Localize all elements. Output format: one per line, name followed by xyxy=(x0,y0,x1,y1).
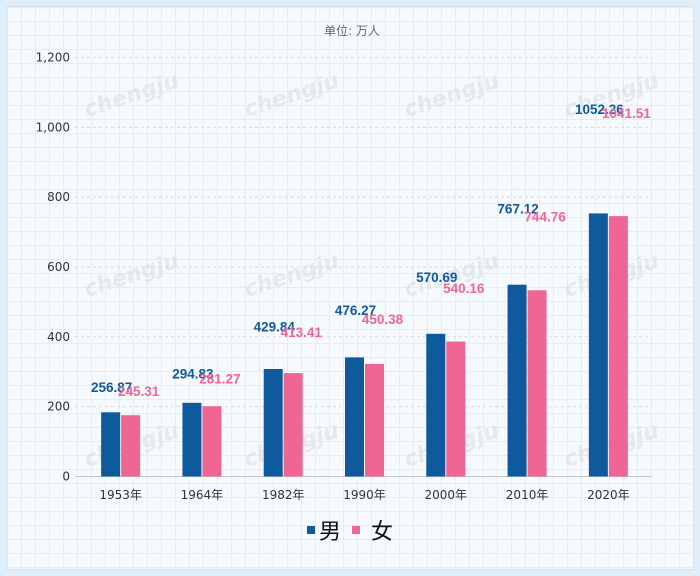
watermark: chengju xyxy=(81,249,182,303)
x-tick-label: 1990年 xyxy=(343,488,386,502)
x-tick-label: 2010年 xyxy=(506,488,549,502)
bar-male xyxy=(426,333,446,477)
y-tick-label: 1,200 xyxy=(36,51,70,65)
bar-female xyxy=(608,216,628,477)
data-label-female: 450.38 xyxy=(362,312,404,327)
y-tick-label: 0 xyxy=(62,470,70,484)
legend-label-female: 女 xyxy=(371,520,393,545)
data-label-male: 1052.26 xyxy=(575,102,624,117)
bar-male xyxy=(101,412,121,477)
legend-swatch-female xyxy=(352,526,360,534)
y-tick-label: 1,000 xyxy=(36,120,70,134)
data-label-female: 413.41 xyxy=(281,325,323,340)
x-tick-label: 1982年 xyxy=(262,488,305,502)
unit-label: 单位: 万人 xyxy=(324,23,380,38)
bar-female xyxy=(446,341,466,477)
bar-female xyxy=(527,290,547,477)
y-tick-label: 800 xyxy=(47,190,70,204)
data-label-female: 1041.51 xyxy=(602,106,651,121)
data-label-female: 281.27 xyxy=(199,371,240,386)
bar-male xyxy=(263,369,283,477)
bars xyxy=(101,213,628,477)
watermark: chengju xyxy=(81,69,182,123)
data-label-female: 540.16 xyxy=(443,281,485,296)
bar-male xyxy=(182,402,202,477)
data-label-male: 429.84 xyxy=(254,319,296,334)
bar-male xyxy=(588,213,608,477)
legend-swatch-male xyxy=(307,526,315,534)
bar-female xyxy=(202,406,222,477)
data-label-male: 476.27 xyxy=(335,303,376,318)
x-tick-label: 1964年 xyxy=(181,488,224,502)
legend-label-male: 男 xyxy=(319,520,341,545)
y-tick-label: 600 xyxy=(47,260,70,274)
data-label-female: 744.76 xyxy=(524,209,566,224)
data-label-male: 294.83 xyxy=(172,367,214,382)
watermark: chengju xyxy=(241,69,342,123)
y-tick-label: 200 xyxy=(47,400,70,414)
bar-male xyxy=(345,357,364,477)
data-label-male: 256.87 xyxy=(91,380,132,395)
bar-female xyxy=(121,415,141,477)
x-axis: 1953年 1964年 1982年 1990年 2000年 2010年 2020年 xyxy=(99,488,629,502)
data-label-female: 245.31 xyxy=(118,384,160,399)
data-label-male: 570.69 xyxy=(416,270,457,285)
data-label-male: 767.12 xyxy=(497,202,538,217)
y-tick-label: 400 xyxy=(47,330,70,344)
x-tick-label: 1953年 xyxy=(99,488,142,502)
watermark: chengju xyxy=(241,249,342,303)
bar-male xyxy=(507,284,527,477)
bar-female xyxy=(365,363,384,477)
watermark: chengju xyxy=(401,69,502,123)
chart-frame: chengju chengju chengju chengju chengju cheng… xyxy=(6,6,694,570)
legend: 男 女 xyxy=(307,520,393,545)
x-tick-label: 2020年 xyxy=(587,488,630,502)
bar-female xyxy=(283,373,303,477)
y-axis: 0 200 400 600 800 1,000 1,200 xyxy=(36,51,70,484)
x-tick-label: 2000年 xyxy=(425,488,468,502)
